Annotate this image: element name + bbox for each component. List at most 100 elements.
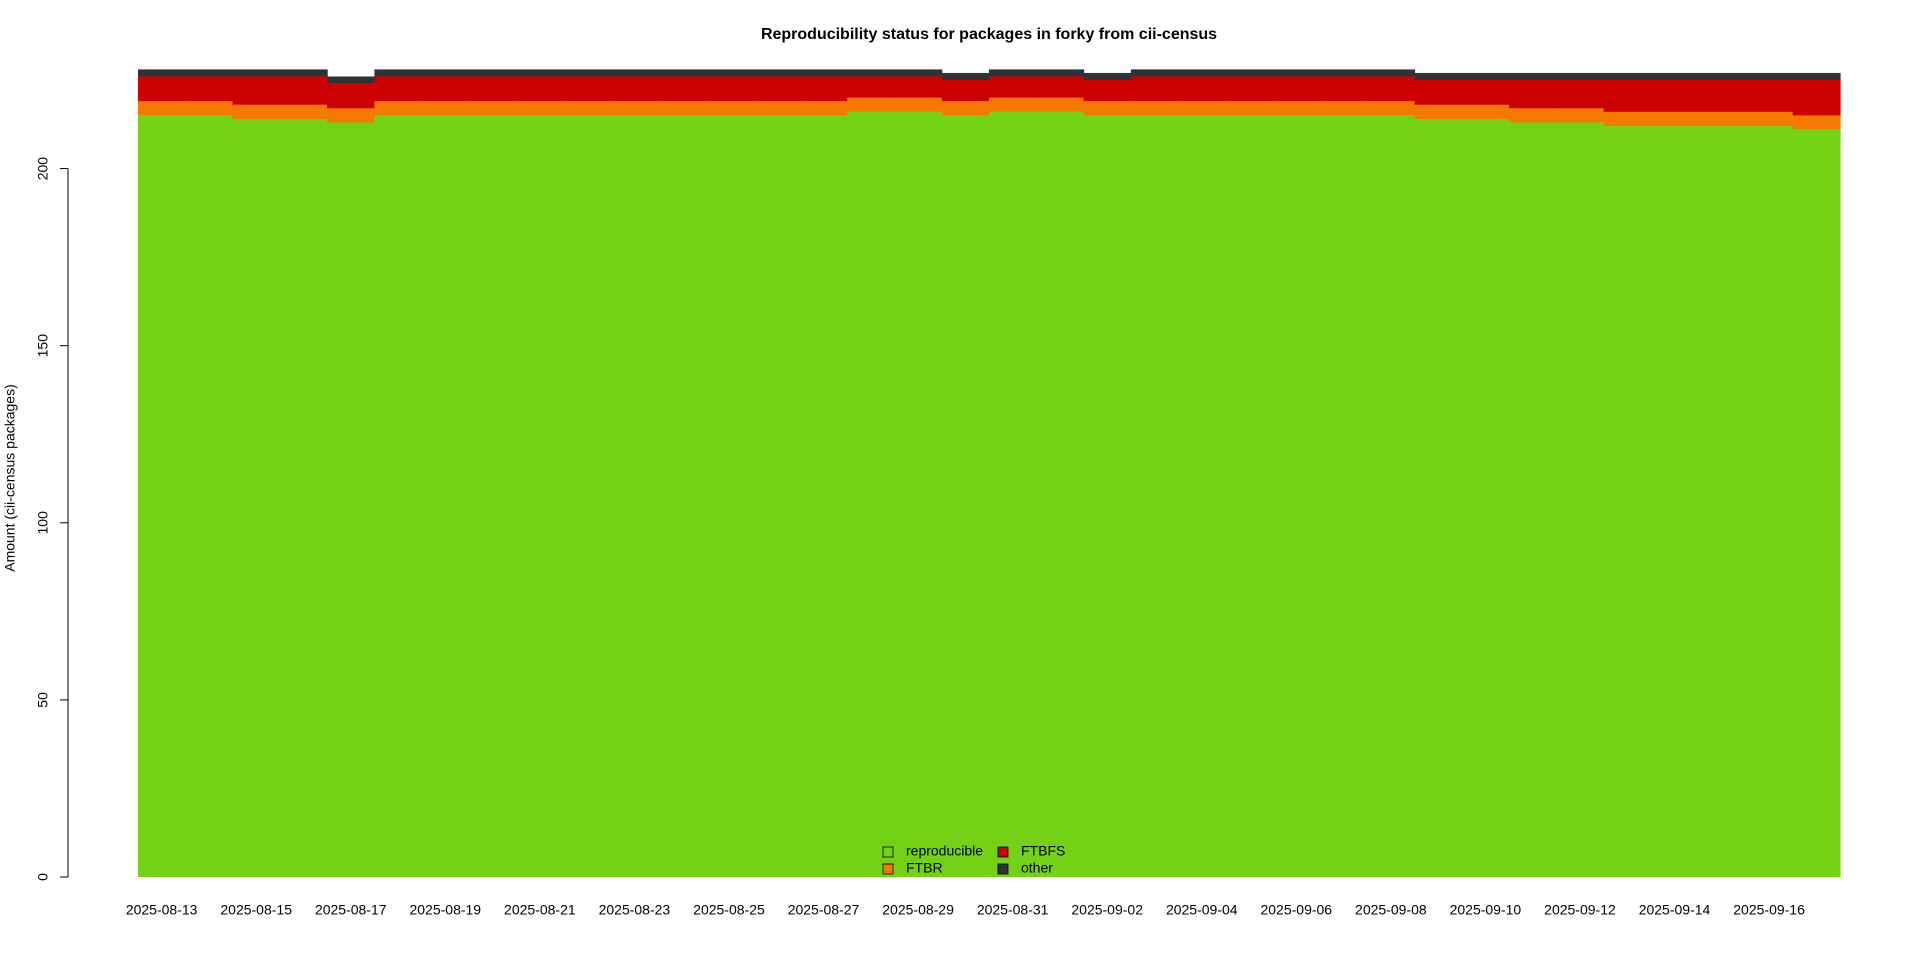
area-segment xyxy=(658,69,706,77)
y-tick-label: 200 xyxy=(35,157,51,181)
area-segment xyxy=(1367,101,1416,116)
area-segment xyxy=(799,115,848,877)
area-segment xyxy=(1603,126,1652,878)
x-tick-label: 2025-08-17 xyxy=(315,902,387,918)
area-segment xyxy=(752,69,801,77)
area-segment xyxy=(138,115,186,877)
y-tick-label: 0 xyxy=(35,873,51,881)
y-tick-label: 50 xyxy=(35,692,51,708)
area-segment xyxy=(1319,101,1368,116)
area-segment xyxy=(1414,104,1463,119)
area-segment xyxy=(327,83,375,109)
area-segment xyxy=(1556,108,1605,123)
area-segment xyxy=(1603,72,1652,81)
area-segment xyxy=(468,115,517,877)
area-segment xyxy=(847,69,896,77)
area-segment xyxy=(1792,72,1841,81)
area-segment xyxy=(563,76,612,102)
area-segment xyxy=(752,76,801,102)
area-segment xyxy=(1130,115,1179,877)
area-segment xyxy=(847,97,896,112)
area-segment xyxy=(1509,108,1557,123)
area-segment xyxy=(705,69,754,77)
area-segment xyxy=(1036,111,1085,877)
area-segment xyxy=(1698,80,1747,112)
y-tick-label: 100 xyxy=(35,511,51,535)
area-segment xyxy=(1083,115,1132,877)
area-segment xyxy=(799,76,848,102)
area-segment xyxy=(327,122,375,878)
area-segment xyxy=(421,69,470,77)
x-tick-label: 2025-09-04 xyxy=(1166,902,1238,918)
area-segment xyxy=(1225,76,1274,102)
area-segment xyxy=(1130,101,1179,116)
x-tick-label: 2025-08-29 xyxy=(882,902,954,918)
area-segment xyxy=(138,69,186,77)
y-axis-label: Amount (cii-census packages) xyxy=(2,384,18,572)
area-segment xyxy=(1225,101,1274,116)
area-segment xyxy=(1272,115,1321,877)
area-segment xyxy=(752,101,801,116)
area-segment xyxy=(1178,101,1226,116)
area-segment xyxy=(468,69,517,77)
area-segment xyxy=(516,69,565,77)
legend-swatch xyxy=(882,863,894,875)
area-segment xyxy=(1083,72,1132,81)
area-segment xyxy=(1414,80,1463,105)
area-segment xyxy=(1178,115,1226,877)
area-segment xyxy=(941,72,990,81)
area-segment xyxy=(1178,69,1226,77)
area-segment xyxy=(1698,126,1747,878)
area-segment xyxy=(1319,76,1368,102)
area-segment xyxy=(1272,69,1321,77)
legend-label: other xyxy=(1021,860,1053,876)
area-segment xyxy=(658,101,706,116)
legend-label: FTBFS xyxy=(1021,843,1065,859)
area-segment xyxy=(658,115,706,877)
area-segment xyxy=(705,76,754,102)
area-segment xyxy=(705,101,754,116)
area-segment xyxy=(185,101,234,116)
area-segment xyxy=(1036,69,1085,77)
area-segment xyxy=(421,115,470,877)
area-segment xyxy=(232,69,281,77)
area-segment xyxy=(1792,80,1841,116)
area-segment xyxy=(421,101,470,116)
area-segment xyxy=(516,76,565,102)
area-segment xyxy=(799,69,848,77)
x-tick-label: 2025-09-12 xyxy=(1544,902,1616,918)
area-segment xyxy=(1036,97,1085,112)
area-segment xyxy=(232,104,281,119)
area-segment xyxy=(941,80,990,102)
area-segment xyxy=(847,111,896,877)
area-segment xyxy=(894,97,943,112)
area-segment xyxy=(941,115,990,877)
area-segment xyxy=(563,69,612,77)
area-segment xyxy=(894,69,943,77)
area-segment xyxy=(1367,115,1416,877)
area-segment xyxy=(1414,72,1463,81)
area-segment xyxy=(374,101,423,116)
x-tick-label: 2025-08-27 xyxy=(788,902,860,918)
area-segment xyxy=(610,76,659,102)
area-segment xyxy=(1083,101,1132,116)
x-tick-label: 2025-08-15 xyxy=(220,902,292,918)
area-segment xyxy=(610,69,659,77)
area-segment xyxy=(989,76,1037,98)
area-segment xyxy=(1319,69,1368,77)
area-segment xyxy=(232,76,281,105)
area-segment xyxy=(138,101,186,116)
area-segment xyxy=(516,101,565,116)
area-segment xyxy=(563,115,612,877)
x-tick-label: 2025-09-08 xyxy=(1355,902,1427,918)
area-segment xyxy=(799,101,848,116)
area-segment xyxy=(1698,111,1747,127)
area-segment xyxy=(138,76,186,102)
area-segment xyxy=(1367,69,1416,77)
area-segment xyxy=(1319,115,1368,877)
area-segment xyxy=(1509,80,1557,109)
x-tick-label: 2025-08-23 xyxy=(599,902,671,918)
area-segment xyxy=(1650,80,1699,112)
area-segment xyxy=(185,115,234,877)
